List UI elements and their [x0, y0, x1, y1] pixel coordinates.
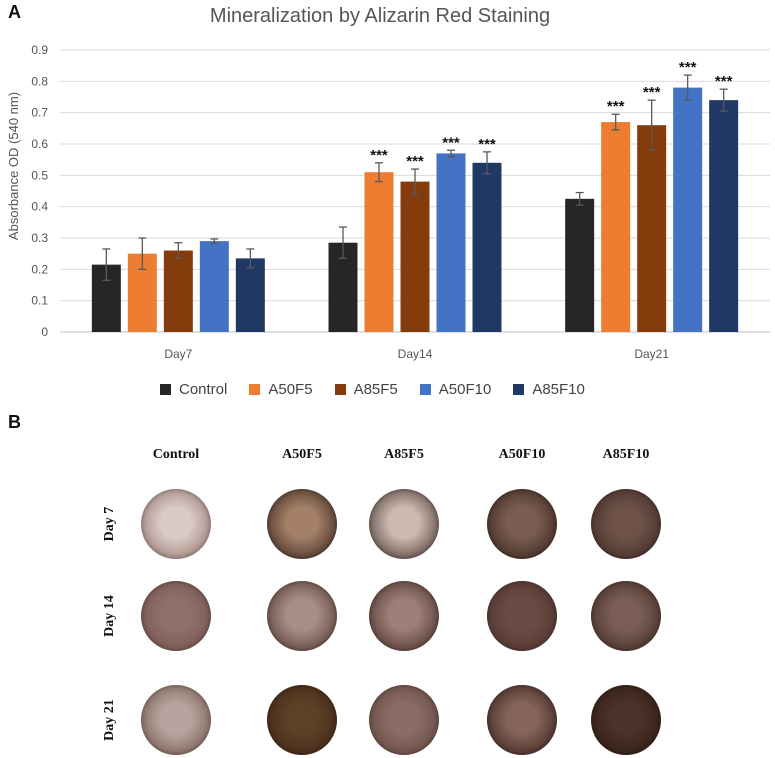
bar-a85f5-day7 — [163, 250, 193, 332]
column-header: A50F5 — [282, 447, 322, 462]
bar-a50f10-day7 — [199, 241, 229, 332]
stained-well — [267, 489, 337, 559]
bar-chart: Mineralization by Alizarin Red Staining … — [6, 5, 770, 361]
stained-well — [267, 581, 337, 651]
bar-a50f10-day21 — [673, 87, 703, 332]
y-tick-label: 0.8 — [31, 74, 48, 88]
column-header: A85F5 — [384, 447, 424, 462]
stained-well — [267, 685, 337, 755]
y-tick-label: 0.3 — [31, 231, 48, 245]
chart-bars: *** *** *** *** *** *** *** *** — [91, 59, 739, 332]
stained-well — [141, 685, 211, 755]
legend-label: A85F5 — [353, 381, 398, 398]
significance-marker: *** — [406, 153, 424, 170]
bar-a85f10-day7 — [235, 258, 265, 332]
y-tick-label: 0.5 — [31, 168, 48, 182]
column-header: Control — [152, 447, 200, 462]
significance-marker: *** — [442, 134, 460, 151]
stained-well — [591, 581, 661, 651]
y-tick-label: 0.4 — [31, 200, 48, 214]
stained-well — [369, 581, 439, 651]
stained-well — [369, 489, 439, 559]
legend-item: A85F10 — [513, 381, 585, 398]
bar-a85f10-day14 — [472, 162, 502, 332]
significance-marker: *** — [478, 136, 496, 153]
legend-swatch — [419, 384, 431, 395]
legend-swatch — [160, 384, 171, 395]
stained-well — [487, 685, 557, 755]
x-tick-label: Day7 — [164, 347, 192, 361]
panel-a-label: A — [8, 2, 21, 22]
chart-title: Mineralization by Alizarin Red Staining — [210, 5, 550, 27]
stained-well — [141, 489, 211, 559]
stained-well — [591, 489, 661, 559]
bar-a85f5-day14 — [400, 181, 430, 332]
column-header: A85F10 — [602, 447, 650, 462]
legend-swatch — [513, 384, 525, 395]
legend-item: A50F5 — [249, 381, 313, 398]
bar-a85f5-day21 — [637, 125, 667, 332]
y-axis-ticks: 0 0.1 0.2 0.3 0.4 0.5 0.6 0.7 0.8 0.9 — [31, 43, 48, 339]
legend-label: Control — [179, 381, 228, 398]
significance-marker: *** — [643, 84, 661, 101]
y-tick-label: 0.2 — [31, 262, 48, 276]
significance-marker: *** — [715, 73, 733, 90]
column-header: A50F10 — [498, 447, 546, 462]
bar-a50f5-day21 — [601, 122, 631, 332]
legend-swatch — [249, 384, 261, 395]
significance-marker: *** — [607, 98, 625, 115]
y-axis-label: Absorbance OD (540 nm) — [6, 92, 21, 240]
row-header: Day 21 — [102, 699, 117, 741]
bar-control-day21 — [565, 198, 595, 332]
stained-well — [141, 581, 211, 651]
legend-swatch — [334, 384, 346, 395]
y-tick-label: 0.6 — [31, 137, 48, 151]
stained-well — [369, 685, 439, 755]
stained-well — [591, 685, 661, 755]
stained-well — [487, 581, 557, 651]
y-tick-label: 0.7 — [31, 106, 48, 120]
significance-marker: *** — [679, 59, 697, 76]
chart-legend: Control A50F5 A85F5 A50F10 A85F10 — [160, 381, 607, 398]
bar-a50f10-day14 — [436, 153, 466, 332]
row-header: Day 7 — [102, 506, 117, 542]
x-tick-label: Day21 — [634, 347, 669, 361]
legend-item: A85F5 — [334, 381, 398, 398]
legend-item: A50F10 — [419, 381, 492, 398]
x-axis-ticks: Day7 Day14 Day21 — [164, 347, 669, 361]
y-tick-label: 0.9 — [31, 43, 48, 57]
legend-label: A50F5 — [268, 381, 313, 398]
x-tick-label: Day14 — [398, 347, 433, 361]
bar-a85f10-day21 — [709, 100, 739, 332]
bar-a50f5-day14 — [364, 172, 394, 332]
y-tick-label: 0.1 — [31, 294, 48, 308]
row-header: Day 14 — [102, 595, 117, 637]
legend-label: A85F10 — [532, 381, 585, 398]
legend-label: A50F10 — [438, 381, 492, 398]
y-tick-label: 0 — [41, 325, 48, 339]
stained-well — [487, 489, 557, 559]
legend-item: Control — [160, 381, 227, 398]
panel-b-label: B — [8, 412, 21, 432]
significance-marker: *** — [370, 147, 388, 164]
